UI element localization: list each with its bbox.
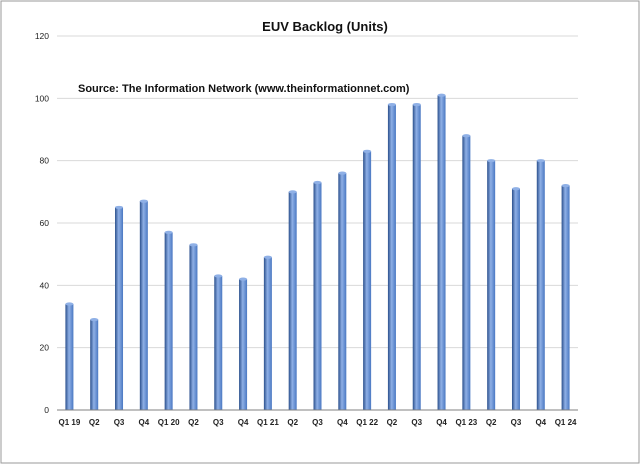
bar — [139, 201, 148, 410]
x-tick-label: Q2 — [188, 418, 199, 427]
x-tick-label: Q1 24 — [555, 418, 577, 427]
bar — [338, 173, 347, 410]
bar — [561, 185, 570, 410]
bar-cap — [561, 184, 570, 188]
bar-cap — [263, 255, 272, 259]
source-annotation: Source: The Information Network (www.the… — [78, 83, 410, 95]
bar — [437, 95, 446, 410]
bar-cap — [363, 149, 372, 153]
bar — [164, 232, 173, 410]
x-tick-label: Q1 22 — [356, 418, 378, 427]
bar-cap — [164, 230, 173, 234]
bar — [288, 191, 297, 410]
x-tick-label: Q3 — [213, 418, 224, 427]
bar-cap — [487, 159, 496, 163]
y-tick-label: 40 — [40, 280, 50, 290]
bar — [487, 160, 496, 410]
x-tick-label: Q1 21 — [257, 418, 279, 427]
x-tick-label: Q4 — [238, 418, 249, 427]
bar-cap — [338, 171, 347, 175]
x-tick-label: Q1 20 — [158, 418, 180, 427]
x-tick-label: Q3 — [312, 418, 323, 427]
x-tick-label: Q4 — [535, 418, 546, 427]
bar — [115, 207, 124, 410]
bar-cap — [511, 187, 520, 191]
bar-cap — [288, 190, 297, 194]
bar — [239, 279, 248, 410]
x-tick-label: Q1 23 — [455, 418, 477, 427]
x-axis-ticks: Q1 19 Q2 Q3 Q4 Q1 20 Q2 Q3 Q4 Q1 21 Q2 Q3 Q4 Q1 22 Q2… — [59, 418, 578, 427]
bar — [387, 104, 396, 411]
x-tick-label: Q4 — [138, 418, 149, 427]
x-tick-label: Q3 — [511, 418, 522, 427]
x-tick-label: Q4 — [436, 418, 447, 427]
bar — [214, 275, 223, 410]
x-tick-label: Q3 — [114, 418, 125, 427]
y-tick-label: 80 — [40, 156, 50, 166]
x-tick-label: Q2 — [89, 418, 100, 427]
y-tick-label: 20 — [40, 343, 50, 353]
x-tick-label: Q2 — [387, 418, 398, 427]
x-tick-label: Q3 — [411, 418, 422, 427]
bar-cap — [313, 180, 322, 185]
bar — [511, 188, 520, 410]
bar — [90, 319, 99, 410]
bar-cap — [536, 159, 545, 163]
bar — [462, 135, 471, 410]
chart-title: EUV Backlog (Units) — [262, 19, 388, 34]
y-axis-ticks: 0 20 40 60 80 100 120 — [35, 31, 49, 415]
x-tick-label: Q4 — [337, 418, 348, 427]
bar-cap — [214, 274, 223, 278]
bar-cap — [115, 205, 124, 210]
y-tick-label: 120 — [35, 31, 49, 41]
x-tick-label: Q1 19 — [59, 418, 81, 427]
bar-cap — [387, 102, 396, 107]
bars — [65, 93, 570, 411]
bar-cap — [412, 102, 421, 107]
bar — [412, 104, 421, 411]
bar — [536, 160, 545, 410]
bar — [189, 244, 198, 410]
bar — [363, 151, 372, 411]
x-tick-label: Q2 — [287, 418, 298, 427]
bar-cap — [90, 318, 99, 322]
bar-cap — [462, 134, 471, 138]
bar-cap — [239, 277, 248, 281]
x-tick-label: Q2 — [486, 418, 497, 427]
y-tick-label: 100 — [35, 93, 49, 103]
bar — [263, 257, 272, 410]
bar-cap — [65, 302, 74, 306]
y-tick-label: 0 — [44, 405, 49, 415]
y-tick-label: 60 — [40, 218, 50, 228]
bar-cap — [139, 199, 148, 203]
bar-cap — [437, 93, 446, 97]
bar — [65, 304, 74, 410]
bar-cap — [189, 243, 198, 247]
bar — [313, 182, 322, 410]
